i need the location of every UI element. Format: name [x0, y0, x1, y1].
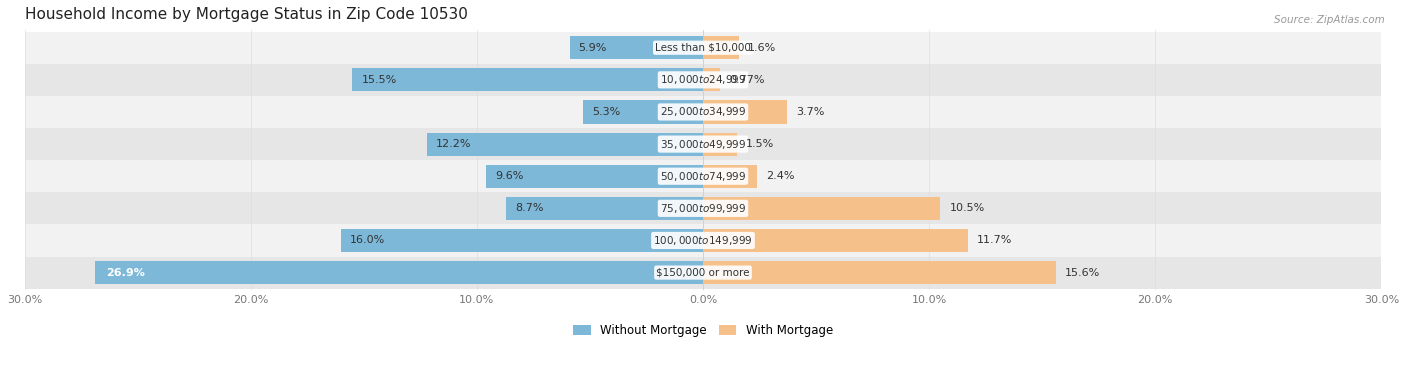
Text: 5.3%: 5.3% [592, 107, 620, 117]
Bar [24, 160, 1382, 192]
Bar [703, 197, 941, 220]
Bar [506, 197, 703, 220]
Bar [24, 32, 1382, 64]
Bar [703, 101, 787, 124]
Bar [24, 64, 1382, 96]
Text: $150,000 or more: $150,000 or more [657, 268, 749, 277]
Bar [583, 101, 703, 124]
Text: 1.5%: 1.5% [747, 139, 775, 149]
Bar [24, 192, 1382, 225]
Text: 5.9%: 5.9% [579, 43, 607, 53]
Bar [703, 229, 967, 252]
Text: Household Income by Mortgage Status in Zip Code 10530: Household Income by Mortgage Status in Z… [24, 7, 467, 22]
Text: 3.7%: 3.7% [796, 107, 824, 117]
Text: $50,000 to $74,999: $50,000 to $74,999 [659, 170, 747, 183]
Text: 12.2%: 12.2% [436, 139, 471, 149]
Bar [94, 261, 703, 284]
Text: $25,000 to $34,999: $25,000 to $34,999 [659, 105, 747, 118]
Text: 16.0%: 16.0% [350, 235, 385, 245]
Text: 15.5%: 15.5% [361, 75, 396, 85]
Text: $75,000 to $99,999: $75,000 to $99,999 [659, 202, 747, 215]
Bar [24, 128, 1382, 160]
Text: $35,000 to $49,999: $35,000 to $49,999 [659, 138, 747, 150]
Bar [703, 133, 737, 156]
Bar [427, 133, 703, 156]
Text: 8.7%: 8.7% [516, 203, 544, 213]
Bar [703, 165, 758, 188]
Bar [24, 225, 1382, 257]
Bar [703, 261, 1056, 284]
Bar [569, 36, 703, 59]
Legend: Without Mortgage, With Mortgage: Without Mortgage, With Mortgage [568, 319, 838, 342]
Bar [342, 229, 703, 252]
Text: $10,000 to $24,999: $10,000 to $24,999 [659, 73, 747, 86]
Text: 9.6%: 9.6% [495, 171, 523, 181]
Text: 15.6%: 15.6% [1064, 268, 1099, 277]
Text: $100,000 to $149,999: $100,000 to $149,999 [654, 234, 752, 247]
Text: 26.9%: 26.9% [105, 268, 145, 277]
Bar [24, 257, 1382, 289]
Text: 0.77%: 0.77% [730, 75, 765, 85]
Text: 1.6%: 1.6% [748, 43, 776, 53]
Bar [353, 68, 703, 91]
Bar [703, 68, 720, 91]
Text: 2.4%: 2.4% [766, 171, 794, 181]
Text: Source: ZipAtlas.com: Source: ZipAtlas.com [1274, 15, 1385, 25]
Text: 11.7%: 11.7% [977, 235, 1012, 245]
Bar [24, 96, 1382, 128]
Text: Less than $10,000: Less than $10,000 [655, 43, 751, 53]
Text: 10.5%: 10.5% [949, 203, 984, 213]
Bar [486, 165, 703, 188]
Bar [703, 36, 740, 59]
